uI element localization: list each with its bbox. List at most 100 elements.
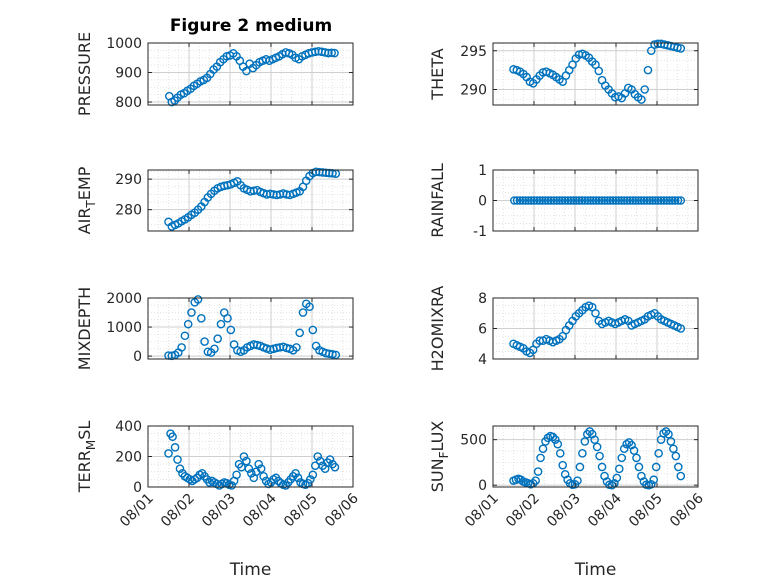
data-point (577, 196, 587, 205)
y-tick-label: 0 (133, 349, 142, 365)
data-point (669, 444, 678, 454)
y-tick-label: 4 (478, 352, 487, 368)
data-point (200, 337, 209, 346)
x-tick-label: 08/06 (667, 490, 707, 530)
subplot-7: 0 200 400 TERRMSL 08/01 08/02 08/03 08/04 08/05 0… (75, 419, 362, 580)
data-point (651, 462, 661, 472)
series-markers (165, 46, 339, 107)
data-point (313, 452, 323, 461)
data-point (543, 196, 553, 205)
series-markers (510, 196, 686, 205)
data-point (168, 432, 177, 441)
data-point (622, 439, 631, 449)
data-point (242, 456, 251, 466)
data-point (548, 432, 558, 442)
data-point (551, 435, 560, 444)
x-tick-label: 08/04 (240, 490, 280, 530)
x-tick-label: 08/01 (462, 491, 502, 531)
data-point (637, 95, 646, 104)
data-point (676, 44, 686, 53)
data-point (298, 308, 308, 317)
data-point (634, 462, 644, 472)
y-tick-label: 290 (115, 172, 142, 188)
data-point (595, 451, 604, 461)
data-point (193, 295, 203, 304)
data-point (521, 196, 530, 205)
data-point (518, 196, 528, 205)
data-point (645, 196, 655, 205)
data-point (196, 314, 206, 323)
data-point (247, 468, 256, 478)
data-point (308, 470, 318, 480)
data-point (330, 48, 339, 58)
data-point (256, 464, 266, 474)
axes-box (492, 42, 699, 106)
data-point (164, 449, 173, 458)
subplot-1: 800 900 1000 PRESSURE (75, 32, 354, 116)
data-point (226, 325, 236, 335)
y-axis-label: H2OMIXRA (428, 286, 447, 372)
data-point (632, 453, 641, 463)
data-point (538, 444, 548, 454)
data-point (673, 43, 682, 52)
data-point (653, 196, 663, 205)
y-axis-label: PRESSURE (75, 32, 94, 116)
data-point (187, 308, 196, 317)
x-tick-label: 08/02 (158, 491, 198, 531)
y-tick-label: 6 (478, 322, 487, 338)
data-point (293, 473, 303, 483)
y-tick-label: 0 (478, 194, 487, 210)
data-point (170, 443, 180, 452)
data-point (563, 196, 573, 205)
data-point (639, 196, 649, 205)
y-axis-label: RAINFALL (428, 163, 447, 238)
series-markers (509, 427, 686, 490)
data-point (223, 314, 232, 323)
data-point (244, 464, 254, 474)
data-point (575, 462, 585, 472)
data-point (676, 196, 686, 205)
data-point (631, 196, 640, 205)
data-point (555, 449, 565, 458)
data-point (210, 344, 219, 354)
subplot-5: 0 1000 2000 MIXDEPTH (75, 287, 354, 370)
data-point (674, 462, 683, 472)
subplot-4: -1 0 1 RAINFALL (428, 163, 699, 240)
data-point (620, 196, 629, 205)
data-point (600, 196, 609, 205)
y-axis-label: AIRTEMP (75, 166, 98, 234)
data-point (659, 196, 669, 205)
data-point (173, 455, 182, 464)
data-point (592, 442, 602, 452)
data-point (649, 475, 659, 485)
data-point (175, 464, 185, 474)
data-point (636, 196, 646, 205)
data-point (646, 479, 656, 489)
subplot-6: 4 6 8 H2OMIXRA (428, 286, 699, 372)
data-point (614, 196, 624, 205)
y-tick-label: 280 (115, 203, 142, 219)
data-point (628, 196, 638, 205)
data-point (324, 48, 333, 58)
series-markers (509, 39, 686, 104)
y-tick-label: 1000 (106, 36, 142, 52)
data-point (591, 308, 600, 318)
data-point (291, 468, 300, 478)
data-point (254, 459, 264, 469)
data-point (308, 325, 318, 335)
data-point (580, 196, 590, 205)
x-tick-label: 08/03 (199, 491, 239, 531)
data-point (614, 464, 624, 474)
subplot-8: 0 500 SUNFLUX 08/01 08/02 08/03 08/04 08/05 08/0… (428, 421, 707, 580)
data-point (670, 196, 680, 205)
data-point (651, 196, 660, 205)
data-point (232, 470, 241, 480)
data-point (524, 196, 533, 205)
data-point (583, 429, 592, 439)
data-point (536, 453, 545, 463)
y-tick-label: 900 (115, 66, 142, 82)
data-point (259, 472, 268, 481)
axes-box (492, 425, 699, 488)
data-point (594, 66, 604, 76)
data-point (619, 444, 629, 454)
